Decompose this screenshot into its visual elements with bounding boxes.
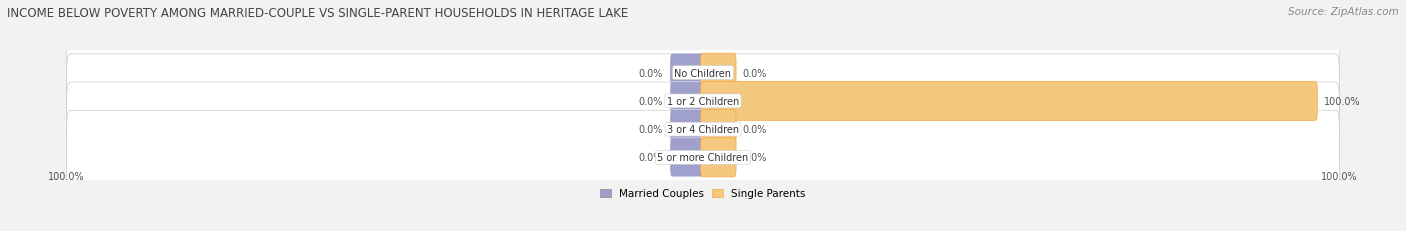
FancyBboxPatch shape [66,55,1340,148]
FancyBboxPatch shape [669,110,706,149]
FancyBboxPatch shape [700,110,735,149]
Text: 0.0%: 0.0% [638,68,664,78]
Text: 0.0%: 0.0% [742,68,768,78]
Text: 0.0%: 0.0% [638,153,664,163]
FancyBboxPatch shape [66,111,1340,205]
Text: 3 or 4 Children: 3 or 4 Children [666,125,740,134]
Text: Source: ZipAtlas.com: Source: ZipAtlas.com [1288,7,1399,17]
Text: 0.0%: 0.0% [742,125,768,134]
Text: 0.0%: 0.0% [638,97,664,106]
Text: 100.0%: 100.0% [1324,97,1361,106]
FancyBboxPatch shape [669,82,706,121]
FancyBboxPatch shape [669,138,706,177]
FancyBboxPatch shape [700,82,1317,121]
Text: INCOME BELOW POVERTY AMONG MARRIED-COUPLE VS SINGLE-PARENT HOUSEHOLDS IN HERITAG: INCOME BELOW POVERTY AMONG MARRIED-COUPL… [7,7,628,20]
Text: 1 or 2 Children: 1 or 2 Children [666,97,740,106]
Text: No Children: No Children [675,68,731,78]
FancyBboxPatch shape [700,54,735,93]
Text: 5 or more Children: 5 or more Children [658,153,748,163]
Text: 0.0%: 0.0% [638,125,664,134]
Text: 100.0%: 100.0% [1322,171,1358,181]
FancyBboxPatch shape [700,138,735,177]
Text: 100.0%: 100.0% [48,171,84,181]
Text: 0.0%: 0.0% [742,153,768,163]
FancyBboxPatch shape [66,26,1340,120]
Legend: Married Couples, Single Parents: Married Couples, Single Parents [600,188,806,198]
FancyBboxPatch shape [66,83,1340,176]
FancyBboxPatch shape [669,54,706,93]
